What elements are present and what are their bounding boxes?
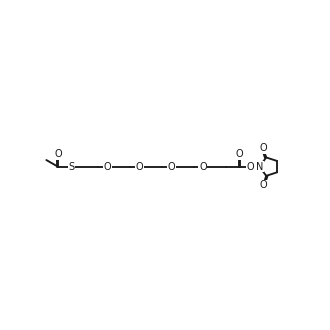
Text: O: O xyxy=(104,162,111,172)
Text: N: N xyxy=(256,162,263,172)
Text: O: O xyxy=(247,162,254,172)
Text: O: O xyxy=(199,162,207,172)
Text: O: O xyxy=(54,149,62,159)
Text: O: O xyxy=(259,180,267,190)
Text: O: O xyxy=(135,162,143,172)
Text: O: O xyxy=(259,143,267,153)
Text: S: S xyxy=(68,162,74,172)
Text: O: O xyxy=(167,162,175,172)
Text: O: O xyxy=(235,149,243,159)
